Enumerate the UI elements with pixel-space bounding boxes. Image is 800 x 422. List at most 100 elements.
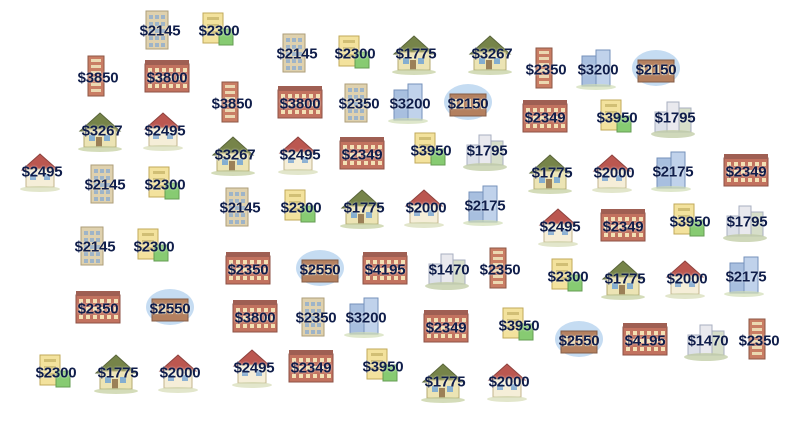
tower-building-icon: [344, 83, 368, 123]
price-label: $2145: [84, 176, 126, 194]
price-label: $2175: [652, 163, 694, 181]
price-label: $3800: [234, 309, 276, 327]
green-office-icon: [338, 35, 370, 69]
city-cluster-icon: [684, 324, 728, 361]
price-label: $2350: [77, 300, 119, 318]
price-label: $3950: [669, 213, 711, 231]
brick-apartment-icon: [723, 154, 769, 187]
red-roof-house-icon: [404, 189, 444, 228]
price-label: $2350: [479, 261, 521, 279]
red-roof-house-icon: [232, 349, 272, 388]
price-label: $3950: [362, 358, 404, 376]
price-label: $2495: [144, 122, 186, 140]
green-office-icon: [137, 228, 169, 262]
tall-tower-icon: [748, 318, 766, 360]
tower-building-icon: [80, 226, 104, 266]
price-label: $2000: [666, 270, 708, 288]
price-label: $3800: [279, 95, 321, 113]
price-label: $2349: [524, 109, 566, 127]
brick-apartment-icon: [423, 310, 469, 343]
price-label: $2495: [21, 163, 63, 181]
tower-building-icon: [145, 10, 169, 50]
price-label: $2145: [219, 199, 261, 217]
price-label: $2145: [139, 22, 181, 40]
price-label: $2350: [338, 95, 380, 113]
apartment-complex-icon: [146, 289, 194, 325]
price-label: $2350: [227, 261, 269, 279]
price-label: $3267: [81, 122, 123, 140]
green-office-icon: [600, 99, 632, 133]
price-label: $2495: [233, 359, 275, 377]
price-label: $2495: [279, 146, 321, 164]
price-label: $2175: [464, 197, 506, 215]
price-label: $2550: [149, 300, 191, 318]
price-label: $1775: [531, 164, 573, 182]
green-office-icon: [39, 354, 71, 388]
apartment-complex-icon: [632, 50, 680, 86]
green-office-icon: [551, 258, 583, 292]
price-label: $2145: [276, 45, 318, 63]
house-icon: [94, 354, 138, 394]
price-label: $2349: [341, 146, 383, 164]
red-roof-house-icon: [487, 363, 527, 402]
price-label: $2300: [547, 268, 589, 286]
price-label: $2300: [198, 22, 240, 40]
price-label: $1775: [97, 364, 139, 382]
green-office-icon: [202, 12, 234, 46]
price-label: $2000: [405, 199, 447, 217]
city-cluster-icon: [651, 101, 695, 138]
apartment-complex-icon: [555, 321, 603, 357]
red-roof-house-icon: [143, 112, 183, 151]
price-label: $4195: [624, 332, 666, 350]
glass-tower-icon: [388, 83, 428, 124]
price-label: $1775: [395, 45, 437, 63]
price-label: $2000: [159, 364, 201, 382]
price-label: $2300: [334, 45, 376, 63]
brick-apartment-icon: [144, 60, 190, 93]
price-label: $3200: [345, 309, 387, 327]
apartment-complex-icon: [444, 84, 492, 120]
price-label: $2550: [558, 332, 600, 350]
price-label: $3800: [146, 69, 188, 87]
tower-building-icon: [301, 297, 325, 337]
glass-tower-icon: [576, 49, 616, 90]
price-label: $3950: [498, 317, 540, 335]
price-label: $1775: [343, 199, 385, 217]
price-label: $2150: [635, 61, 677, 79]
brick-apartment-icon: [225, 252, 271, 285]
price-label: $3267: [214, 146, 256, 164]
tower-building-icon: [90, 164, 114, 204]
price-label: $2145: [74, 238, 116, 256]
green-office-icon: [414, 132, 446, 166]
red-roof-house-icon: [665, 260, 705, 299]
glass-tower-icon: [724, 256, 764, 297]
brick-apartment-icon: [622, 323, 668, 356]
city-cluster-icon: [425, 253, 469, 290]
price-label: $2349: [290, 359, 332, 377]
city-cluster-icon: [463, 134, 507, 171]
price-label: $2495: [539, 218, 581, 236]
brick-apartment-icon: [288, 350, 334, 383]
red-roof-house-icon: [538, 208, 578, 247]
price-label: $1775: [604, 270, 646, 288]
red-roof-house-icon: [20, 153, 60, 192]
house-icon: [340, 189, 384, 229]
green-office-icon: [502, 307, 534, 341]
house-icon: [528, 154, 572, 194]
price-label: $3950: [596, 109, 638, 127]
green-office-icon: [284, 189, 316, 223]
apartment-complex-icon: [296, 250, 344, 286]
price-label: $2175: [725, 268, 767, 286]
brick-apartment-icon: [277, 86, 323, 119]
price-label: $2300: [144, 176, 186, 194]
price-label: $1795: [726, 213, 768, 231]
price-label: $2350: [738, 332, 780, 350]
city-cluster-icon: [723, 205, 767, 242]
price-label: $3200: [389, 95, 431, 113]
house-icon: [78, 112, 122, 152]
tall-tower-icon: [535, 47, 553, 89]
green-office-icon: [673, 203, 705, 237]
price-label: $1775: [424, 373, 466, 391]
tall-tower-icon: [221, 81, 239, 123]
